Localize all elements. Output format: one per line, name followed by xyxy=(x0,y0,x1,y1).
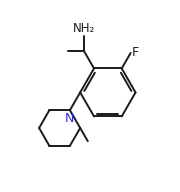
Text: NH₂: NH₂ xyxy=(73,22,95,35)
Text: N: N xyxy=(64,112,74,125)
Text: F: F xyxy=(132,46,139,59)
